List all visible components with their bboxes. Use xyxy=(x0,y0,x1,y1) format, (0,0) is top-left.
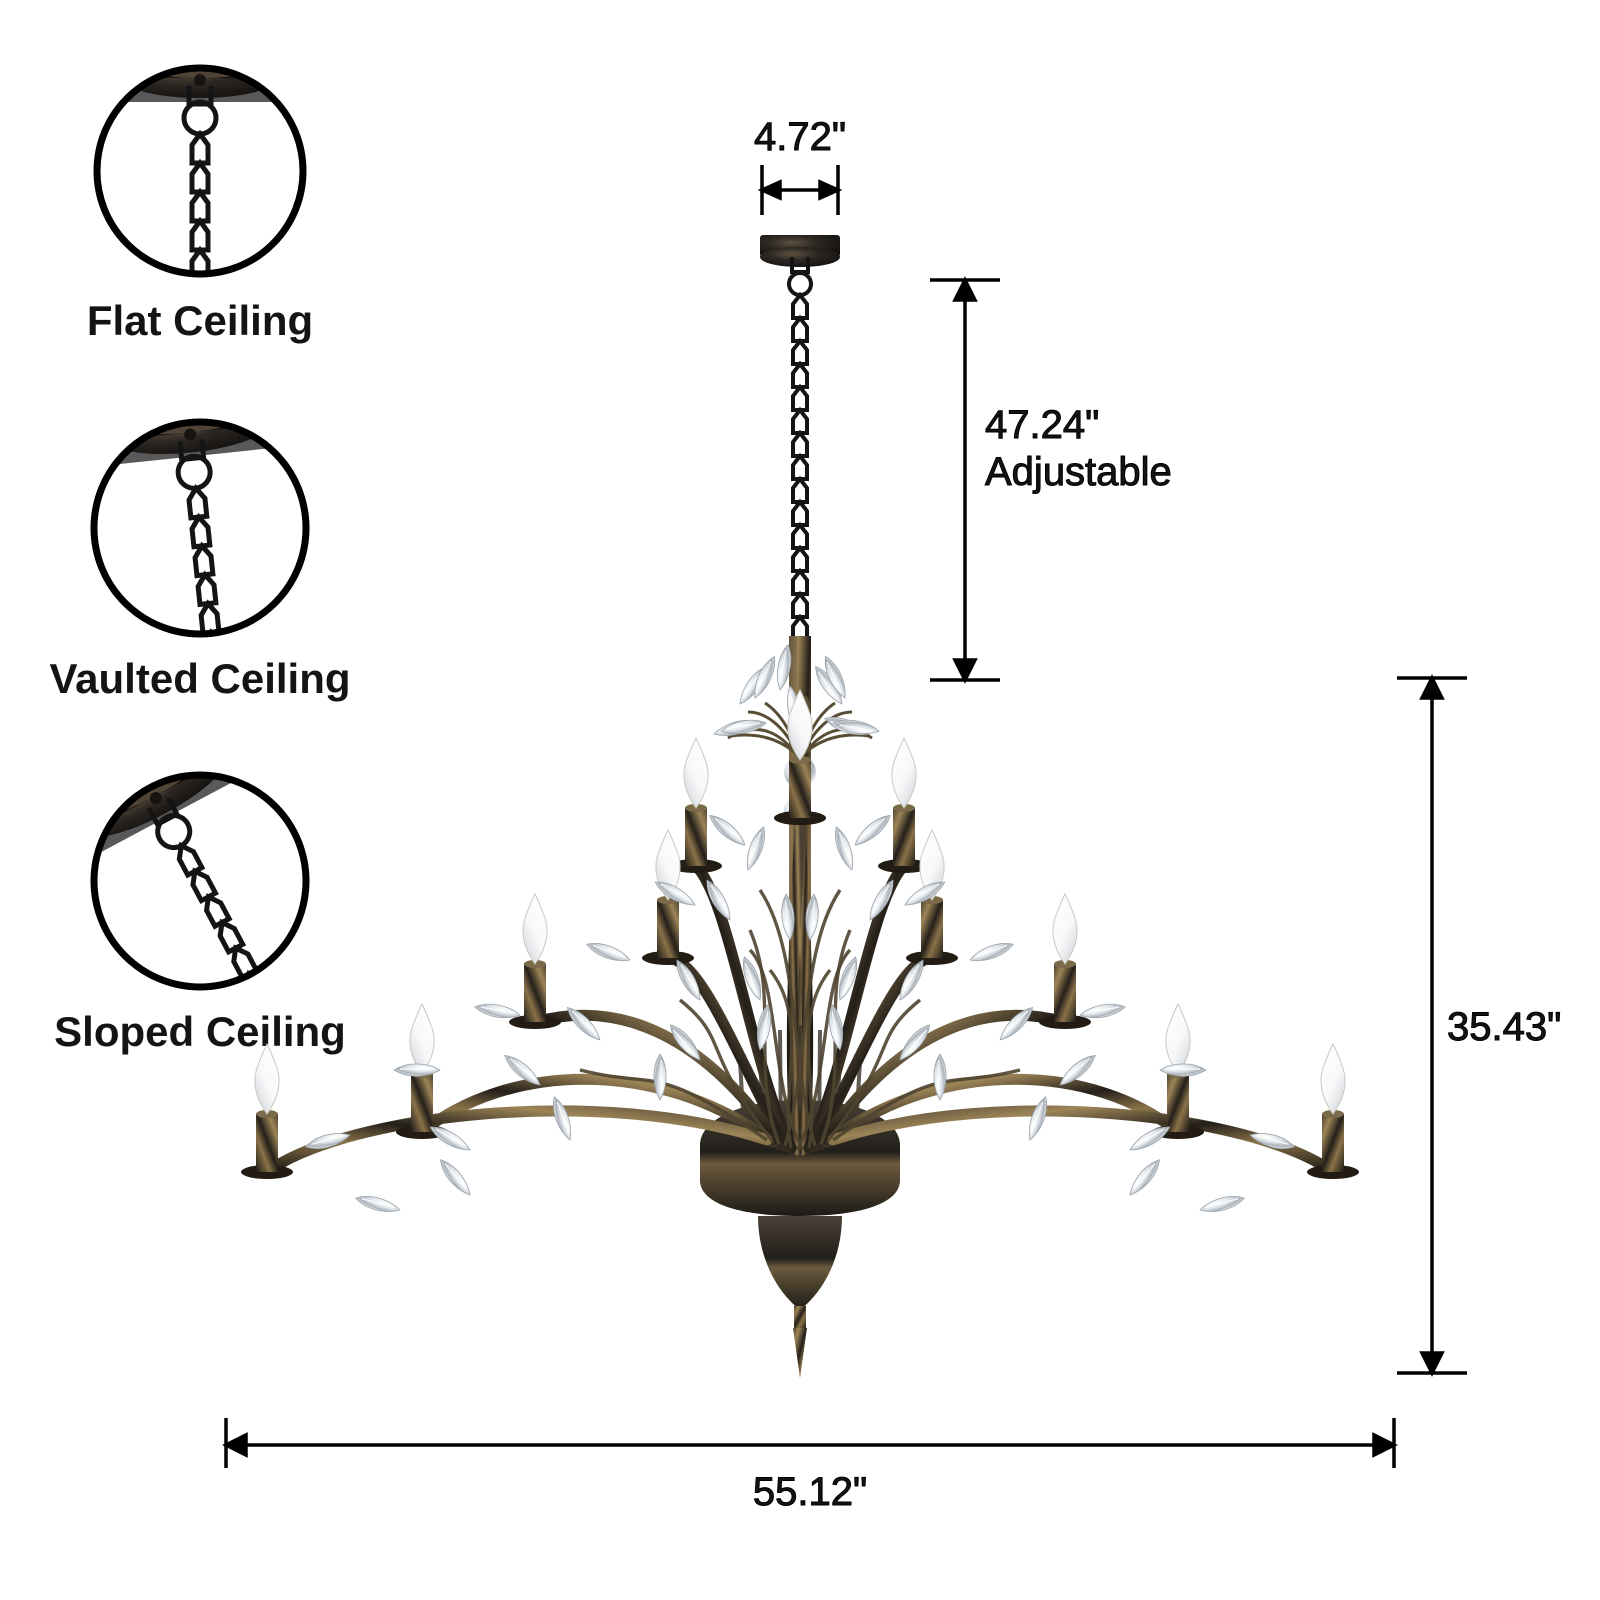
svg-text:4.72": 4.72" xyxy=(754,115,846,159)
svg-text:Sloped Ceiling: Sloped Ceiling xyxy=(54,1008,346,1055)
svg-text:55.12": 55.12" xyxy=(753,1470,867,1514)
svg-text:47.24": 47.24" xyxy=(985,403,1099,447)
svg-text:Adjustable: Adjustable xyxy=(985,450,1172,494)
svg-text:Vaulted Ceiling: Vaulted Ceiling xyxy=(49,655,350,702)
svg-text:35.43": 35.43" xyxy=(1447,1005,1561,1049)
svg-text:Flat Ceiling: Flat Ceiling xyxy=(87,297,313,344)
